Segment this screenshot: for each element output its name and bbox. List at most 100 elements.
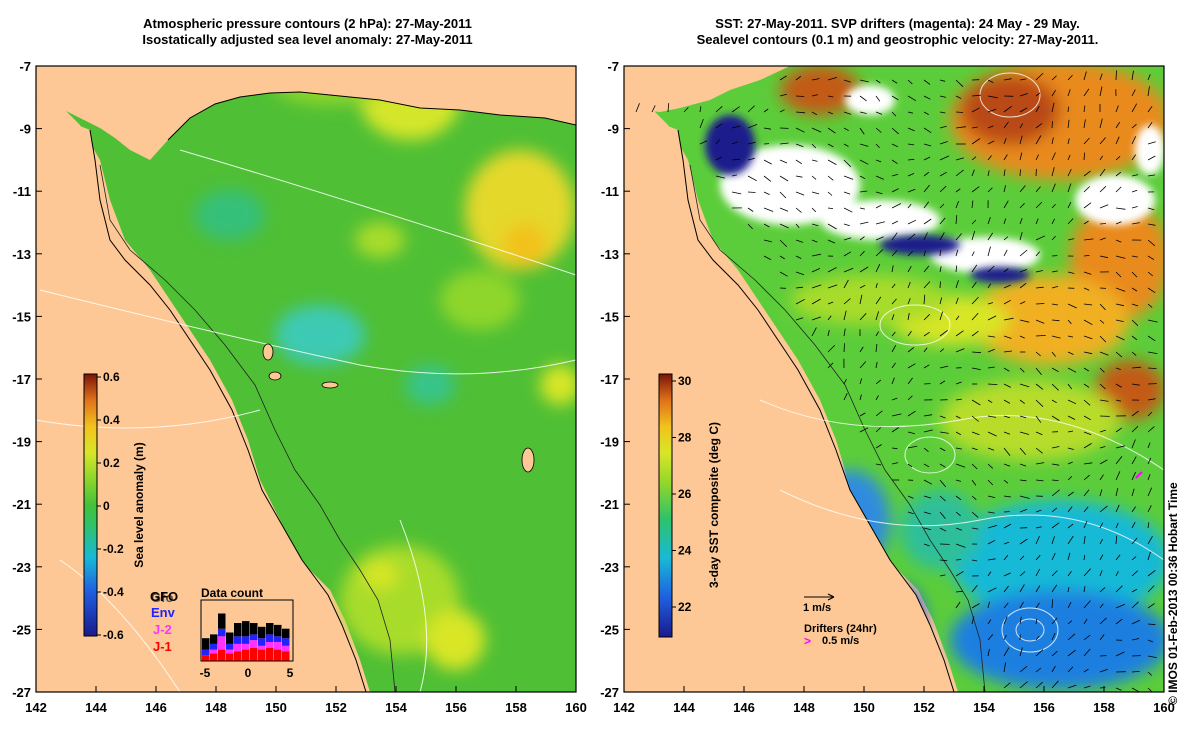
- velocity-arrow: [875, 463, 882, 466]
- velocity-arrow: [779, 271, 788, 277]
- right-lat-tick-label: -7: [607, 59, 619, 74]
- velocity-arrow: [1115, 255, 1126, 259]
- velocity-arrow: [987, 634, 994, 641]
- right-lon-tick-label: 156: [1033, 700, 1055, 715]
- velocity-arrow: [1067, 119, 1070, 129]
- velocity-arrow: [939, 79, 946, 82]
- velocity-arrow: [763, 223, 770, 228]
- velocity-arrow: [1147, 585, 1155, 593]
- velocity-arrow: [795, 127, 805, 133]
- velocity-arrow: [891, 265, 894, 273]
- velocity-arrow: [795, 95, 805, 97]
- velocity-arrow: [939, 479, 947, 488]
- right-lat-tick-label: -21: [600, 497, 619, 512]
- velocity-arrow: [1019, 495, 1030, 499]
- velocity-arrow: [1083, 88, 1090, 97]
- velocity-arrow: [1147, 239, 1156, 247]
- velocity-arrow: [939, 95, 947, 98]
- data-count-bar-segment: [266, 642, 274, 648]
- velocity-arrow: [1003, 236, 1009, 241]
- velocity-arrow: [1067, 684, 1077, 689]
- velocity-arrow: [747, 157, 755, 161]
- velocity-arrow: [955, 495, 962, 501]
- velocity-arrow: [891, 447, 898, 450]
- velocity-arrow: [1115, 487, 1119, 497]
- velocity-arrow: [635, 103, 640, 113]
- velocity-arrow: [923, 511, 931, 515]
- velocity-arrow: [827, 175, 834, 181]
- velocity-arrow: [907, 143, 915, 146]
- velocity-arrow: [1099, 86, 1103, 97]
- velocity-arrow: [1003, 383, 1011, 388]
- velocity-arrow: [923, 314, 930, 321]
- left-colorbar: 0.6 0.4 0.2 0 -0.2 -0.4 -0.6 Sea level anomaly…: [83, 370, 146, 642]
- velocity-arrow: [1147, 505, 1152, 513]
- velocity-arrow: [955, 601, 961, 609]
- velocity-arrow: [811, 175, 817, 180]
- velocity-arrow: [1019, 203, 1025, 209]
- left-lon-tick-label: 156: [445, 700, 467, 715]
- velocity-arrow: [1019, 335, 1025, 339]
- velocity-arrow: [859, 427, 869, 433]
- velocity-arrow: [843, 111, 852, 115]
- velocity-arrow: [731, 174, 737, 177]
- right-new-guinea-land: [624, 66, 790, 112]
- velocity-arrow: [811, 159, 818, 162]
- velocity-arrow: [875, 159, 882, 163]
- data-count-bar-segment: [282, 651, 290, 661]
- data-count-bar-segment: [234, 623, 242, 637]
- right-colorbar-tick-label: 26: [678, 487, 692, 501]
- velocity-arrow: [1035, 399, 1044, 407]
- velocity-arrow: [939, 141, 948, 145]
- velocity-arrow: [795, 255, 802, 259]
- velocity-arrow: [1003, 185, 1006, 193]
- velocity-arrow: [1131, 471, 1136, 481]
- velocity-arrow: [987, 246, 991, 257]
- velocity-arrow: [875, 444, 882, 449]
- velocity-arrow: [1051, 463, 1060, 466]
- data-count-bar-segment: [202, 655, 210, 661]
- data-count-bar-segment: [250, 634, 258, 641]
- velocity-arrow: [1051, 183, 1056, 193]
- velocity-arrow: [971, 431, 980, 436]
- velocity-arrow: [1003, 78, 1012, 81]
- velocity-arrow: [859, 284, 866, 289]
- velocity-arrow: [1083, 648, 1091, 657]
- velocity-arrow: [1003, 602, 1009, 609]
- velocity-arrow: [827, 207, 834, 209]
- velocity-arrow: [939, 431, 949, 434]
- velocity-arrow: [763, 207, 774, 212]
- velocity-arrow: [1067, 587, 1070, 593]
- velocity-arrow: [1131, 366, 1142, 369]
- velocity-arrow: [1147, 474, 1151, 481]
- right-lon-tick-label: 160: [1153, 700, 1175, 715]
- velocity-arrow: [1003, 399, 1011, 404]
- velocity-arrow: [987, 587, 997, 593]
- left-png-coastline: [167, 91, 576, 141]
- velocity-arrow: [1003, 479, 1009, 484]
- velocity-arrow: [1067, 319, 1072, 325]
- velocity-arrow: [859, 378, 863, 385]
- velocity-arrow: [891, 283, 896, 289]
- data-count-bar-segment: [226, 653, 234, 661]
- velocity-arrow: [1067, 666, 1074, 673]
- left-lat-tick-label: -11: [13, 184, 31, 199]
- data-count-bar-segment: [226, 632, 234, 644]
- velocity-arrow: [891, 143, 898, 148]
- data-count-bar-segment: [210, 643, 218, 650]
- velocity-arrow: [779, 142, 789, 145]
- velocity-arrow: [1067, 506, 1073, 513]
- velocity-arrow: [971, 312, 979, 321]
- data-count-bar-segment: [234, 643, 242, 652]
- velocity-arrow: [955, 479, 962, 482]
- velocity-arrow: [811, 268, 821, 273]
- velocity-arrow: [859, 346, 864, 353]
- velocity-arrow: [907, 111, 913, 114]
- data-count-bar-segment: [258, 626, 266, 639]
- velocity-arrow: [699, 106, 702, 113]
- velocity-arrow: [1019, 93, 1028, 97]
- data-count-histogram: Data count -5 0 5: [200, 586, 294, 680]
- velocity-arrow: [987, 315, 997, 321]
- velocity-arrow: [939, 495, 946, 502]
